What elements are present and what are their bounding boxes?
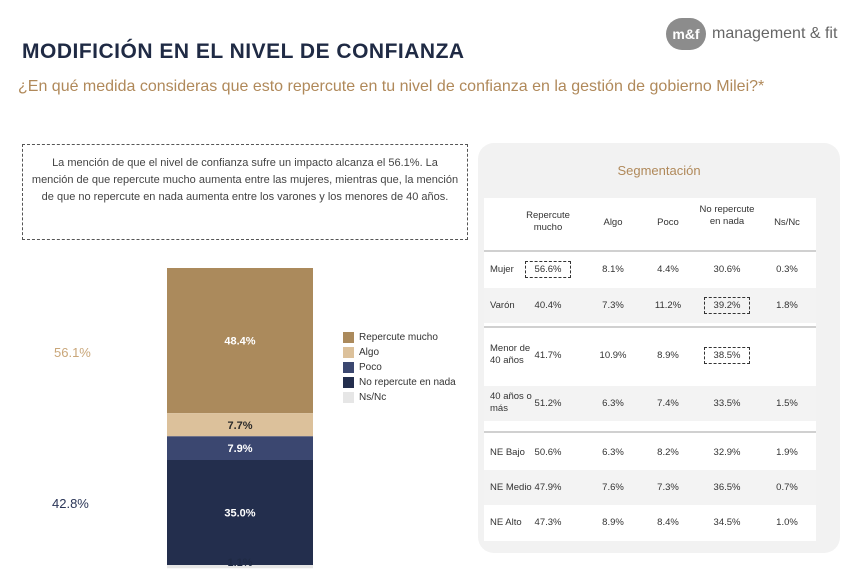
column-header-2: Poco	[657, 217, 679, 228]
table-cell: 47.3%	[534, 517, 562, 528]
bar-label-4: 1.1%	[227, 557, 252, 569]
legend-label: Poco	[359, 362, 382, 373]
table-divider	[484, 250, 816, 252]
legend-item-2: Poco	[343, 360, 456, 375]
table-cell: 7.6%	[602, 482, 624, 493]
table-cell: 47.9%	[534, 482, 562, 493]
bar-label-0: 48.4%	[224, 336, 255, 348]
table-cell: 33.5%	[713, 398, 741, 409]
bar-segment-2	[167, 436, 313, 460]
table-cell: 10.9%	[599, 350, 627, 361]
table-cell: 8.1%	[602, 264, 624, 275]
table-row	[484, 470, 816, 505]
bar-label-1: 7.7%	[227, 420, 252, 432]
bar-segment-3	[167, 460, 313, 565]
table-cell: 1.9%	[776, 447, 798, 458]
legend-item-0: Repercute mucho	[343, 330, 456, 345]
page-title: MODIFICIÓN EN EL NIVEL DE CONFIANZA	[22, 40, 465, 63]
table-cell: 40.4%	[534, 300, 562, 311]
table-cell: 32.9%	[713, 447, 741, 458]
table-cell: 36.5%	[713, 482, 741, 493]
bar-segment-1	[167, 413, 313, 437]
brand-name: management & fit	[712, 25, 838, 42]
legend-item-4: Ns/Nc	[343, 390, 456, 405]
summary-note: La mención de que el nivel de confianza …	[22, 144, 468, 240]
table-row	[484, 435, 816, 470]
column-header-3: No repercute en nada	[699, 204, 755, 227]
table-cell: 8.2%	[657, 447, 679, 458]
legend-label: Repercute mucho	[359, 332, 438, 343]
row-label: NE Bajo	[490, 447, 525, 458]
column-header-0: Repercute mucho	[526, 210, 570, 233]
legend-label: Algo	[359, 347, 380, 358]
bar-segment-0	[167, 268, 313, 414]
legend-label: Ns/Nc	[359, 392, 387, 403]
segmentation-title: Segmentación	[617, 163, 701, 178]
row-label: NE Medio	[490, 482, 532, 493]
bar-segment-4	[167, 565, 313, 569]
row-label: Menor de 40 años	[490, 343, 531, 366]
table-row	[484, 386, 816, 421]
brand-mark: m&f	[666, 18, 706, 50]
legend-swatch	[343, 362, 354, 373]
table-cell: 8.9%	[657, 350, 679, 361]
table-cell: 6.3%	[602, 447, 624, 458]
table-row	[484, 288, 816, 323]
segmentation-table: Repercute mucho Algo Poco No repercute en n…	[484, 198, 816, 541]
table-cell: 4.4%	[657, 264, 679, 275]
row-label: Varón	[490, 300, 515, 311]
bar-label-3: 35.0%	[224, 508, 255, 520]
table-row	[484, 252, 816, 287]
table-cell: 1.5%	[776, 398, 798, 409]
row-label: NE Alto	[490, 517, 522, 528]
table-cell: 7.3%	[657, 482, 679, 493]
table-cell: 1.8%	[776, 300, 798, 311]
table-cell: 11.2%	[654, 300, 682, 311]
table-row	[484, 505, 816, 540]
table-cell: 8.9%	[602, 517, 624, 528]
table-cell: 50.6%	[534, 447, 562, 458]
chart-legend: Repercute mucho Algo Poco No repercute en n…	[343, 330, 456, 405]
table-cell: 7.3%	[602, 300, 624, 311]
table-cell: 1.0%	[776, 517, 798, 528]
legend-swatch	[343, 377, 354, 388]
no-impact-total-label: 42.8%	[52, 496, 89, 511]
brand-logo: m&f management & fit	[666, 18, 837, 50]
legend-label: No repercute en nada	[359, 377, 456, 388]
table-cell: 39.2%	[704, 297, 750, 314]
table-cell: 56.6%	[525, 261, 571, 278]
table-divider	[484, 431, 816, 433]
impact-total-label: 56.1%	[54, 345, 91, 360]
table-cell: 0.3%	[776, 264, 798, 275]
table-cell: 34.5%	[713, 517, 741, 528]
table-cell: 6.3%	[602, 398, 624, 409]
table-divider	[484, 326, 816, 328]
survey-question: ¿En qué medida consideras que esto reper…	[18, 78, 765, 95]
row-label: Mujer	[490, 264, 514, 275]
table-cell: 41.7%	[534, 350, 562, 361]
legend-swatch	[343, 392, 354, 403]
legend-swatch	[343, 332, 354, 343]
legend-swatch	[343, 347, 354, 358]
legend-item-1: Algo	[343, 345, 456, 360]
table-cell: 8.4%	[657, 517, 679, 528]
table-row	[484, 338, 816, 373]
legend-item-3: No repercute en nada	[343, 375, 456, 390]
segmentation-panel: Segmentación Repercute mucho Algo Poco No r…	[478, 143, 840, 553]
row-label: 40 años o más	[490, 391, 532, 414]
column-header-4: Ns/Nc	[774, 217, 800, 228]
table-cell: 38.5%	[704, 347, 750, 364]
table-cell: 0.7%	[776, 482, 798, 493]
table-cell: 7.4%	[657, 398, 679, 409]
column-header-1: Algo	[603, 217, 623, 228]
bar-label-2: 7.9%	[227, 443, 252, 455]
table-cell: 51.2%	[534, 398, 562, 409]
table-cell: 30.6%	[713, 264, 741, 275]
